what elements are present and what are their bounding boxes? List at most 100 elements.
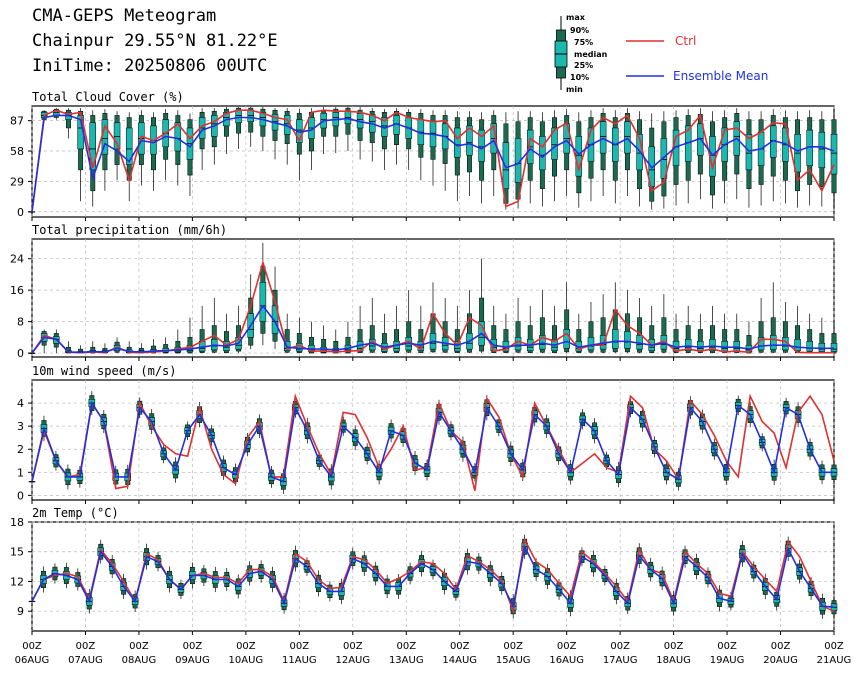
box-inner — [539, 335, 546, 350]
y-tick-label: 29 — [10, 175, 24, 188]
x-tick-label-date: 16AUG — [549, 655, 584, 666]
legend-box-p90: 90% — [570, 26, 590, 35]
box-whisker — [624, 290, 631, 354]
y-tick-label: 2 — [17, 443, 24, 456]
x-tick-label-date: 18AUG — [656, 655, 691, 666]
x-tick-label-time: 00Z — [717, 641, 737, 652]
box-whisker — [648, 113, 655, 210]
box-whisker — [28, 211, 36, 213]
x-tick-label-time: 00Z — [76, 641, 96, 652]
y-tick-label: 24 — [10, 253, 24, 266]
x-tick-label-time: 00Z — [22, 641, 42, 652]
box-inner — [624, 331, 631, 349]
box-inner — [830, 134, 838, 175]
y-tick-label: 4 — [17, 397, 24, 410]
x-tick-label-time: 00Z — [183, 641, 203, 652]
box-inner — [769, 335, 777, 350]
box-whisker — [28, 600, 36, 603]
box-outer — [661, 317, 667, 353]
y-tick-label: 0 — [17, 206, 24, 219]
x-tick-label-time: 00Z — [129, 641, 149, 652]
box-inner — [563, 329, 570, 349]
y-tick-label: 18 — [10, 516, 24, 529]
panel-title: 2m Temp (°C) — [32, 506, 119, 520]
x-tick-label-date: 21AUG — [817, 655, 852, 666]
box-whisker — [466, 111, 473, 197]
box-inner — [830, 342, 838, 352]
box-inner — [794, 339, 801, 351]
x-tick-label-time: 00Z — [290, 641, 310, 652]
box-inner — [612, 329, 619, 349]
box-whisker — [599, 108, 607, 197]
x-tick-label-date: 12AUG — [335, 655, 370, 666]
ctrl-series-line — [31, 109, 835, 212]
box-inner — [697, 341, 704, 352]
y-tick-label: 87 — [10, 115, 24, 128]
location-label: Chainpur 29.55°N 81.22°E — [32, 31, 278, 51]
box-outer — [442, 321, 448, 353]
box-outer — [211, 325, 217, 353]
mean-series-line — [31, 544, 835, 609]
chart-title: CMA-GEPS Meteogram — [32, 6, 217, 26]
panel-4: 2m Temp (°C) 9 12 15 18 — [10, 506, 838, 635]
box-whisker — [247, 107, 254, 147]
box-inner — [709, 339, 716, 351]
box-outer — [782, 321, 788, 353]
box-inner — [125, 127, 133, 165]
x-tick-label-date: 06AUG — [15, 655, 50, 666]
x-tick-label-time: 00Z — [771, 641, 791, 652]
mean-series-line — [31, 304, 834, 354]
box-inner — [247, 109, 254, 122]
y-tick-label: 1 — [17, 466, 24, 479]
box-inner — [733, 341, 741, 352]
panel-1: Total Cloud Cover (%) 0 29 58 87 — [10, 90, 838, 221]
x-tick-label-date: 08AUG — [122, 655, 157, 666]
x-tick-label-date: 10AUG — [229, 655, 264, 666]
x-tick-label-date: 09AUG — [175, 655, 210, 666]
box-inner — [514, 337, 522, 351]
x-tick-label-date: 19AUG — [710, 655, 745, 666]
box-inner — [684, 339, 692, 351]
y-tick-label: 3 — [17, 420, 24, 433]
box-outer — [333, 341, 339, 354]
panel-3: 10m wind speed (m/s) 0 1 2 3 4 — [17, 364, 838, 504]
box-whisker — [344, 107, 352, 152]
legend-box-p25: 25% — [574, 61, 594, 70]
box-inner — [454, 127, 461, 158]
box-outer — [406, 321, 412, 353]
box-inner — [818, 131, 826, 169]
box-whisker — [745, 111, 753, 208]
box-outer — [321, 339, 327, 354]
box-inner — [624, 121, 631, 154]
box-inner — [271, 305, 279, 334]
ctrl-series-line — [31, 393, 835, 491]
legend-box-min: min — [566, 85, 583, 94]
meteogram-header: CMA-GEPS Meteogram Chainpur 29.55°N 81.2… — [0, 0, 860, 100]
y-tick-label: 8 — [17, 316, 24, 329]
x-tick-label-time: 00Z — [824, 641, 844, 652]
y-tick-label: 12 — [10, 575, 24, 588]
box-whisker — [356, 107, 364, 160]
box-inner — [539, 136, 546, 171]
box-whisker — [624, 108, 631, 197]
x-tick-label-time: 00Z — [343, 641, 363, 652]
init-time-label: IniTime: 20250806 00UTC — [32, 56, 268, 76]
box-outer — [758, 321, 764, 353]
box-inner — [818, 342, 826, 352]
box-whisker — [28, 352, 36, 354]
y-tick-label: 0 — [17, 489, 24, 502]
box-whisker — [794, 111, 801, 208]
mean-series-line — [31, 114, 835, 212]
panel-title: Total precipitation (mm/6h) — [32, 223, 227, 237]
box-inner — [259, 282, 267, 322]
x-tick-label-date: 14AUG — [442, 655, 477, 666]
box-outer — [467, 313, 472, 353]
box-inner — [174, 122, 182, 152]
box-whisker — [89, 110, 97, 207]
box-outer — [539, 317, 545, 353]
box-whisker — [235, 107, 242, 149]
box-outer — [770, 317, 776, 353]
legend-mean-label: Ensemble Mean — [673, 69, 769, 83]
box-whisker — [830, 111, 838, 209]
